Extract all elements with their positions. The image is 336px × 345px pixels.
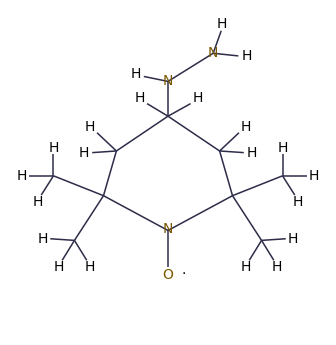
Text: N: N: [163, 75, 173, 88]
Text: H: H: [85, 260, 95, 274]
Text: H: H: [38, 232, 48, 246]
Text: H: H: [241, 260, 251, 274]
Text: H: H: [241, 120, 251, 134]
Text: H: H: [85, 120, 95, 134]
Text: H: H: [54, 260, 64, 274]
Text: H: H: [131, 67, 141, 81]
Text: H: H: [247, 146, 257, 160]
Text: H: H: [48, 141, 59, 155]
Text: H: H: [293, 195, 303, 209]
Text: ·: ·: [181, 267, 186, 281]
Text: H: H: [241, 49, 252, 63]
Text: N: N: [208, 46, 218, 60]
Text: H: H: [193, 91, 203, 105]
Text: O: O: [163, 268, 173, 282]
Text: N: N: [163, 222, 173, 236]
Text: H: H: [309, 169, 319, 183]
Text: H: H: [17, 169, 27, 183]
Text: H: H: [79, 146, 89, 160]
Text: H: H: [277, 141, 288, 155]
Text: H: H: [135, 91, 145, 105]
Text: H: H: [33, 195, 43, 209]
Text: H: H: [217, 17, 227, 31]
Text: H: H: [272, 260, 282, 274]
Text: H: H: [288, 232, 298, 246]
